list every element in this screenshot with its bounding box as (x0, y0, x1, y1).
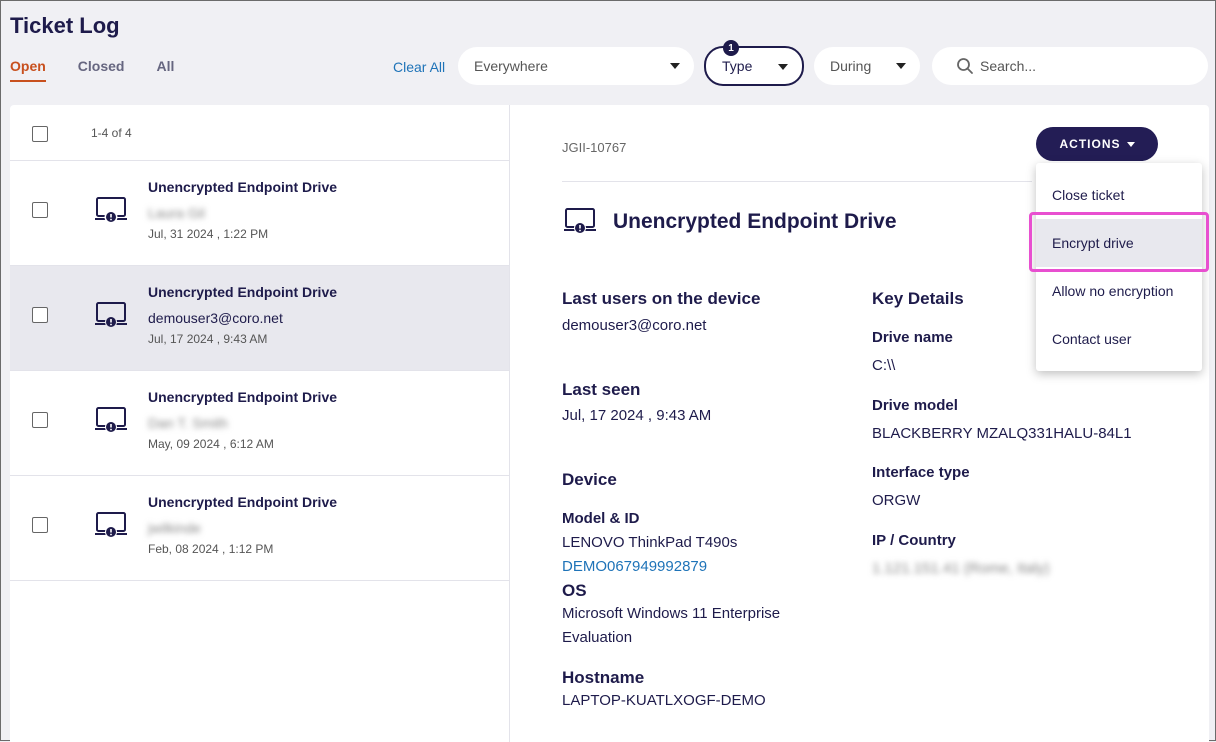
select-all-checkbox[interactable] (32, 126, 48, 142)
ip-country-label: IP / Country (872, 532, 956, 549)
search-input[interactable]: Search... (932, 47, 1208, 85)
os-value-line1: Microsoft Windows 11 Enterprise (562, 605, 781, 622)
list-item[interactable]: Unencrypted Endpoint Drive demouser3@cor… (10, 266, 509, 371)
menu-item-encrypt-drive[interactable]: Encrypt drive (1036, 219, 1202, 267)
ticket-id: JGII-10767 (562, 140, 627, 155)
actions-label: ACTIONS (1059, 137, 1121, 151)
item-checkbox[interactable] (32, 517, 48, 533)
caret-down-icon (1126, 141, 1135, 147)
ip-country-value: 1.121.151.41 (Rome, Italy) (872, 560, 1050, 577)
list-item[interactable]: Unencrypted Endpoint Drive Laura Gil Jul… (10, 161, 509, 266)
list-header: 1-4 of 4 (10, 105, 509, 161)
ticket-list: 1-4 of 4 Unencrypted Endpoint Drive Laur… (10, 105, 510, 742)
type-filter-count-badge: 1 (723, 40, 739, 56)
item-user: Laura Gil (148, 205, 205, 221)
ticket-panel: 1-4 of 4 Unencrypted Endpoint Drive Laur… (10, 105, 1209, 742)
item-title: Unencrypted Endpoint Drive (148, 179, 338, 195)
item-date: Feb, 08 2024 , 1:12 PM (148, 542, 274, 556)
item-checkbox[interactable] (32, 202, 48, 218)
drive-model-label: Drive model (872, 397, 958, 414)
hostname-label: Hostname (562, 668, 645, 687)
scope-select-value: Everywhere (474, 58, 548, 74)
last-seen-label: Last seen (562, 380, 641, 399)
item-user: demouser3@coro.net (148, 310, 283, 326)
hostname-value: LAPTOP-KUATLXOGF-DEMO (562, 692, 766, 709)
last-users-label: Last users on the device (562, 289, 761, 308)
laptop-warning-icon (95, 512, 127, 538)
list-item[interactable]: Unencrypted Endpoint Drive jwilkinde Feb… (10, 476, 509, 581)
tab-open[interactable]: Open (10, 58, 46, 82)
item-user: Dan T. Smith (148, 415, 228, 431)
last-seen-value: Jul, 17 2024 , 9:43 AM (562, 407, 712, 424)
scope-select[interactable]: Everywhere (458, 47, 694, 85)
menu-item-allow-no-encryption[interactable]: Allow no encryption (1052, 283, 1174, 299)
device-label: Device (562, 470, 617, 489)
detail-title: Unencrypted Endpoint Drive (613, 210, 897, 233)
search-placeholder: Search... (980, 58, 1037, 74)
clear-all-link[interactable]: Clear All (393, 59, 446, 75)
interface-type-label: Interface type (872, 464, 970, 481)
search-icon (957, 58, 973, 74)
laptop-warning-icon (95, 407, 127, 433)
interface-type-value: ORGW (872, 492, 921, 509)
laptop-warning-icon (564, 208, 596, 234)
item-user: jwilkinde (148, 520, 201, 536)
model-label: Model & ID (562, 510, 640, 527)
type-select[interactable]: 1 Type (704, 40, 804, 86)
item-date: Jul, 31 2024 , 1:22 PM (148, 227, 269, 241)
during-select-value: During (830, 58, 872, 74)
model-value: LENOVO ThinkPad T490s (562, 534, 738, 551)
item-title: Unencrypted Endpoint Drive (148, 494, 338, 510)
list-count: 1-4 of 4 (91, 126, 132, 140)
actions-menu: Close ticket Encrypt drive Allow no encr… (1036, 163, 1202, 371)
laptop-warning-icon (95, 302, 127, 328)
key-details-label: Key Details (872, 289, 964, 308)
item-date: Jul, 17 2024 , 9:43 AM (148, 332, 268, 346)
item-checkbox[interactable] (32, 307, 48, 323)
item-title: Unencrypted Endpoint Drive (148, 389, 338, 405)
menu-item-close-ticket[interactable]: Close ticket (1052, 187, 1125, 203)
menu-item-contact-user[interactable]: Contact user (1052, 331, 1132, 347)
item-date: May, 09 2024 , 6:12 AM (148, 437, 274, 451)
status-tabs: Open Closed All (10, 58, 174, 82)
chevron-down-icon (778, 64, 788, 70)
type-select-value: Type (722, 58, 753, 74)
ticket-detail: JGII-10767 ACTIONS Unencrypted Endpoint … (511, 105, 1209, 742)
during-select[interactable]: During (814, 47, 920, 85)
page-title: Ticket Log (10, 13, 120, 38)
model-id-link[interactable]: DEMO067949992879 (562, 558, 708, 575)
drive-name-label: Drive name (872, 329, 953, 346)
tab-all[interactable]: All (156, 58, 175, 74)
drive-model-value: BLACKBERRY MZALQ331HALU-84L1 (872, 425, 1132, 442)
chevron-down-icon (670, 63, 680, 69)
divider (562, 181, 1032, 182)
item-checkbox[interactable] (32, 412, 48, 428)
laptop-warning-icon (95, 197, 127, 224)
tab-closed[interactable]: Closed (77, 58, 125, 74)
os-label: OS (562, 581, 587, 600)
last-users-value: demouser3@coro.net (562, 317, 707, 334)
item-title: Unencrypted Endpoint Drive (148, 284, 338, 300)
os-value-line2: Evaluation (562, 629, 633, 646)
chevron-down-icon (896, 63, 906, 69)
list-item[interactable]: Unencrypted Endpoint Drive Dan T. Smith … (10, 371, 509, 476)
drive-name-value: C:\\ (872, 357, 896, 374)
actions-button[interactable]: ACTIONS (1036, 127, 1158, 161)
